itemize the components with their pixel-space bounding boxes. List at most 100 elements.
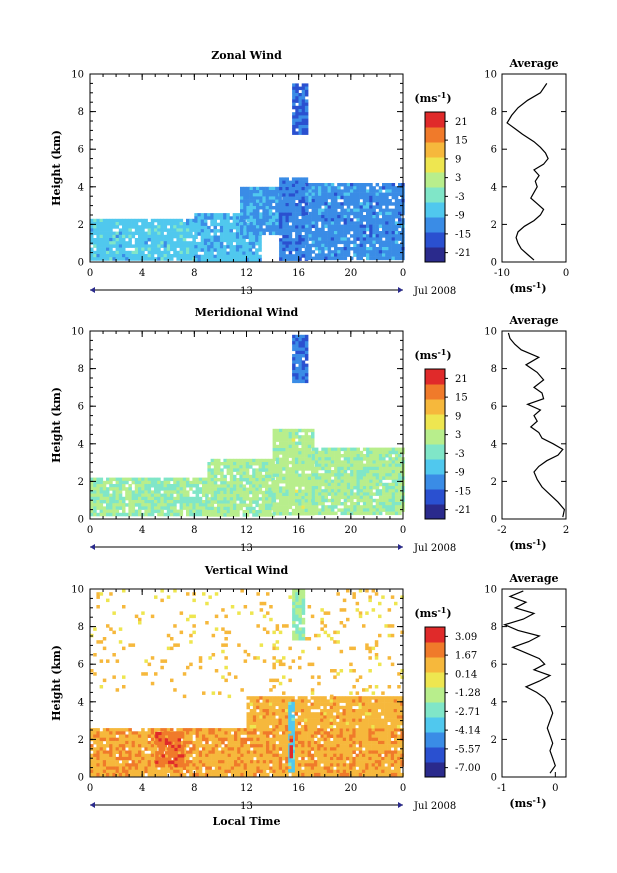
heatmap-cell — [317, 737, 321, 742]
heatmap-cell — [346, 450, 351, 455]
heatmap-cell — [112, 740, 116, 745]
heatmap-cell — [327, 463, 332, 468]
heatmap-cell — [394, 492, 399, 496]
heatmap-cell — [262, 206, 266, 210]
heatmap-cell — [321, 234, 325, 238]
heatmap-cell — [301, 454, 305, 458]
heatmap-cell — [285, 744, 289, 748]
heatmap-cell — [382, 195, 386, 200]
heatmap-cell — [318, 240, 322, 245]
x-tick-label: 12 — [240, 268, 253, 279]
heatmap-cell — [144, 490, 148, 494]
heatmap-cell — [237, 756, 241, 761]
heatmap-cell — [381, 734, 385, 738]
heatmap-cell — [102, 247, 107, 252]
heatmap-cell — [252, 468, 256, 472]
heatmap-cell — [176, 480, 180, 485]
heatmap-cell — [388, 489, 392, 493]
heatmap-cell — [109, 744, 113, 748]
heatmap-cell — [366, 183, 370, 187]
heatmap-cell — [301, 244, 305, 249]
heatmap-cell — [141, 250, 145, 255]
heatmap-cell — [321, 492, 325, 496]
heatmap-cell — [96, 744, 100, 748]
heatmap-cell — [229, 232, 233, 236]
heatmap-cell — [213, 216, 217, 220]
heatmap-cell — [352, 760, 356, 764]
heatmap-cell — [186, 493, 190, 498]
heatmap-cell — [343, 237, 348, 241]
heatmap-cell — [200, 219, 205, 223]
heatmap-cell — [258, 474, 263, 479]
heatmap-cell — [288, 731, 292, 735]
heatmap-cell — [362, 473, 367, 477]
heatmap-cell — [385, 486, 389, 490]
heatmap-cell — [249, 500, 253, 504]
heatmap-cell — [346, 183, 351, 187]
heatmap-cell — [275, 750, 280, 754]
heatmap-cell — [295, 467, 299, 471]
heatmap-cell — [311, 224, 316, 229]
heatmap-cell — [321, 450, 325, 455]
heatmap-cell — [90, 257, 94, 261]
heatmap-cell — [385, 243, 389, 248]
heatmap-cell — [372, 473, 376, 477]
heatmap-cell — [255, 238, 259, 243]
heatmap-cell — [223, 458, 227, 463]
heatmap-cell — [372, 234, 376, 238]
heatmap-cell — [359, 186, 364, 190]
heatmap-cell — [387, 731, 392, 735]
heatmap-cell — [239, 484, 243, 488]
heatmap-cell — [138, 493, 142, 498]
heatmap-cell — [305, 234, 309, 238]
heatmap-cell — [205, 512, 209, 517]
heatmap-cell — [321, 473, 325, 477]
heatmap-cell — [340, 502, 344, 506]
heatmap-cell — [350, 202, 354, 206]
heatmap-cell — [298, 363, 302, 368]
heatmap-cell — [334, 231, 338, 235]
heatmap-cell — [213, 481, 218, 485]
heatmap-cell — [366, 208, 370, 213]
heatmap-cell — [382, 243, 386, 248]
heatmap-cell — [150, 747, 155, 751]
heatmap-cell — [265, 471, 269, 476]
heatmap-cell — [256, 756, 260, 761]
colorbar-segment — [425, 127, 445, 143]
heatmap-cell — [330, 750, 334, 754]
heatmap-cell — [131, 744, 136, 748]
heatmap-cell — [256, 750, 260, 754]
heatmap-cell — [236, 478, 240, 482]
heatmap-cell — [245, 513, 250, 517]
heatmap-cell — [210, 484, 215, 488]
heatmap-cell — [226, 235, 230, 239]
heatmap-cell — [382, 457, 386, 461]
heatmap-cell — [311, 495, 316, 500]
heatmap-cell — [295, 257, 299, 261]
heatmap-cell — [275, 212, 279, 216]
heatmap-cell — [102, 731, 107, 735]
heatmap-cell — [189, 254, 193, 258]
heatmap-cell — [350, 495, 354, 500]
heatmap-cell — [246, 186, 250, 191]
heatmap-cell — [382, 463, 386, 468]
heatmap-cell — [305, 192, 309, 197]
heatmap-cell — [291, 448, 296, 452]
heatmap-cell — [385, 447, 389, 452]
heatmap-cell — [375, 511, 380, 516]
heatmap-cell — [388, 243, 392, 248]
heatmap-cell — [391, 186, 396, 190]
heatmap-cell — [336, 747, 340, 751]
heatmap-cell — [233, 490, 237, 495]
heatmap-cell — [195, 512, 200, 517]
heatmap-cell — [295, 444, 299, 449]
heatmap-cell — [250, 728, 254, 732]
heatmap-cell — [197, 257, 201, 262]
heatmap-cell — [285, 231, 289, 236]
heatmap-cell — [170, 477, 174, 482]
heatmap-cell — [304, 105, 309, 110]
heatmap-cell — [261, 490, 266, 495]
heatmap-cell — [268, 503, 272, 508]
heatmap-cell — [324, 486, 328, 490]
heatmap-cell — [353, 454, 357, 458]
